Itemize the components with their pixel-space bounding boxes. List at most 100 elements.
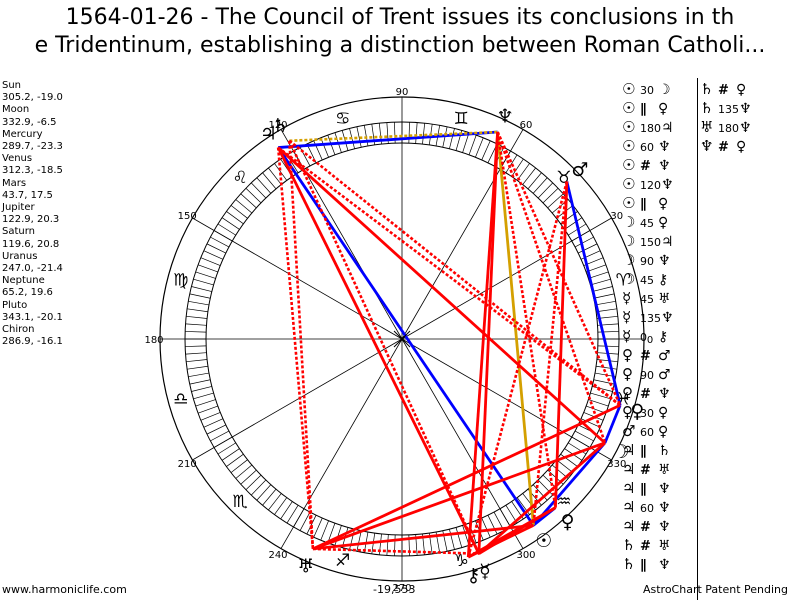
- aspect-body-b: ♀: [658, 196, 669, 212]
- aspect-row: ♃ ∥ ♆: [622, 479, 674, 498]
- aspect-row: ♀ 90 ♂: [622, 365, 674, 384]
- aspect-body-a: ♃: [622, 498, 636, 516]
- degree-tick: [590, 392, 611, 400]
- planet-position: 305.2, -19.0: [2, 92, 63, 104]
- degree-tick: [217, 223, 236, 236]
- aspect-line: [554, 181, 569, 508]
- aspect-row: ☽ 45 ⚷: [622, 270, 674, 289]
- degree-tick: [588, 399, 609, 407]
- degree-tick: [187, 365, 208, 370]
- planet-position: 343.1, -20.1: [2, 311, 63, 323]
- aspect-body-a: ☉: [622, 156, 636, 174]
- aspect-type: 180: [640, 122, 661, 135]
- footer-website: www.harmoniclife.com: [2, 583, 127, 596]
- aspect-row: ☿ 0 ⚷: [622, 327, 674, 346]
- planet-name: Uranus: [2, 250, 38, 262]
- degree-tick: [200, 412, 221, 421]
- sign-divider: [401, 129, 524, 340]
- degree-tick: [256, 177, 272, 194]
- aspect-body-b: ♆: [658, 519, 671, 535]
- degree-tick: [206, 424, 226, 435]
- aspect-body-b: ♀: [658, 424, 669, 440]
- zodiac-sign-glyph: ♉: [556, 168, 571, 188]
- degree-tick: [189, 293, 211, 299]
- degree-tick: [487, 515, 498, 535]
- degree-label: 300: [516, 550, 535, 561]
- aspect-body-b: ♆: [661, 310, 674, 326]
- degree-tick: [210, 430, 230, 442]
- degree-label: 330: [607, 459, 626, 470]
- aspect-type: #: [640, 520, 651, 535]
- aspect-body-a: ♄: [700, 80, 714, 98]
- aspect-list-divider: [697, 78, 698, 600]
- aspect-body-a: ☉: [622, 194, 636, 212]
- aspect-line: [477, 441, 606, 555]
- aspect-body-b: ⚷: [658, 329, 669, 345]
- degree-tick: [537, 182, 553, 199]
- degree-tick: [221, 448, 240, 461]
- degree-tick: [217, 442, 236, 455]
- degree-tick: [188, 300, 210, 306]
- aspect-body-a: ♅: [700, 118, 714, 136]
- degree-tick: [475, 137, 484, 158]
- degree-tick: [556, 459, 574, 473]
- aspect-type: #: [718, 140, 729, 155]
- planet-name: Mercury: [2, 128, 43, 140]
- body-glyph: ♃: [260, 122, 277, 144]
- degree-tick: [306, 515, 317, 535]
- degree-tick: [578, 243, 598, 254]
- degree-tick: [511, 158, 524, 177]
- aspect-body-b: ⚷: [658, 272, 669, 288]
- degree-label: 150: [178, 211, 197, 222]
- aspect-body-a: ☉: [622, 175, 636, 193]
- aspect-type: #: [640, 463, 651, 478]
- aspect-type: #: [640, 539, 651, 554]
- aspect-type: ∥: [640, 444, 647, 459]
- aspect-type: 180: [718, 122, 739, 135]
- aspect-body-b: ☽: [658, 82, 671, 98]
- degree-tick: [197, 264, 218, 273]
- sign-divider: [401, 217, 612, 340]
- aspect-type: 150: [640, 236, 661, 249]
- degree-tick: [268, 493, 282, 511]
- aspect-line: [288, 139, 621, 407]
- aspect-line: [467, 506, 557, 559]
- degree-tick: [210, 236, 230, 248]
- aspect-type: 30: [640, 84, 654, 97]
- degree-tick: [386, 534, 389, 556]
- aspect-body-b: ♆: [658, 386, 671, 402]
- aspect-body-a: ☉: [622, 99, 636, 117]
- body-glyph: ☽: [612, 441, 629, 463]
- aspect-type: 30: [640, 407, 654, 420]
- degree-tick: [262, 172, 277, 190]
- aspect-type: #: [640, 387, 651, 402]
- aspect-body-a: ☽: [622, 232, 636, 250]
- aspect-body-a: ♄: [622, 536, 636, 554]
- aspect-row: ☉ 30 ☽: [622, 80, 674, 99]
- degree-tick: [532, 484, 548, 501]
- degree-tick: [481, 517, 491, 538]
- aspect-type: 120: [640, 179, 661, 192]
- aspect-type: 60: [640, 426, 654, 439]
- body-glyph: ⚷: [467, 564, 481, 586]
- degree-tick: [240, 469, 257, 485]
- zodiac-sign-glyph: ♍: [173, 271, 188, 291]
- planet-name: Moon: [2, 104, 30, 116]
- degree-tick: [356, 126, 362, 148]
- aspect-body-a: ♀: [622, 365, 633, 383]
- aspect-body-b: ♆: [658, 481, 671, 497]
- aspect-body-b: ♆: [658, 500, 671, 516]
- aspect-line: [496, 131, 557, 508]
- planet-positions-list: Sun 305.2, -19.0 Moon 332.9, -6.5 Mercury 289…: [2, 80, 63, 348]
- degree-tick: [191, 386, 212, 392]
- aspect-line: [312, 441, 606, 551]
- center-marker: [393, 330, 411, 348]
- aspect-body-a: ♀: [622, 403, 633, 421]
- degree-tick: [200, 257, 221, 266]
- degree-tick: [206, 243, 226, 254]
- aspect-line: [276, 147, 315, 549]
- aspect-body-a: ☽: [622, 270, 636, 288]
- aspect-body-a: ♀: [622, 384, 633, 402]
- aspect-body-b: ♆: [658, 158, 671, 174]
